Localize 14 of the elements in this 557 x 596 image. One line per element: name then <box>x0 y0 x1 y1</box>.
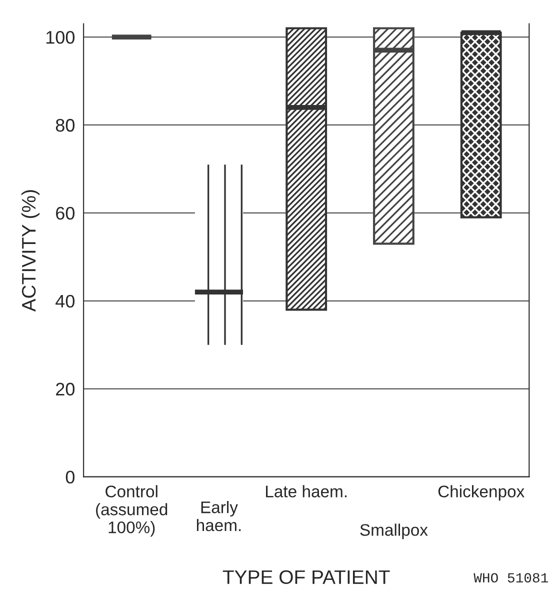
y-tick-label: 20 <box>56 382 75 396</box>
x-tick-label: Chickenpox <box>438 485 524 501</box>
x-tick-label: Smallpox <box>360 524 428 540</box>
y-tick-label: 60 <box>56 206 75 220</box>
y-tick-label: 80 <box>56 118 75 132</box>
x-axis-title: TYPE OF PATIENT <box>222 570 390 584</box>
x-tick-label: Control (assumed 100%) <box>96 485 168 537</box>
text: WHO 51081 <box>474 573 548 583</box>
y-tick-label: 100 <box>46 30 75 44</box>
x-tick-label: Late haem. <box>266 485 347 498</box>
y-tick-label: 40 <box>56 294 75 308</box>
y-tick-label: 0 <box>66 470 75 484</box>
x-tick-label: Early haem. <box>196 500 241 532</box>
y-axis-title: ACTIVITY (%) <box>21 190 40 312</box>
